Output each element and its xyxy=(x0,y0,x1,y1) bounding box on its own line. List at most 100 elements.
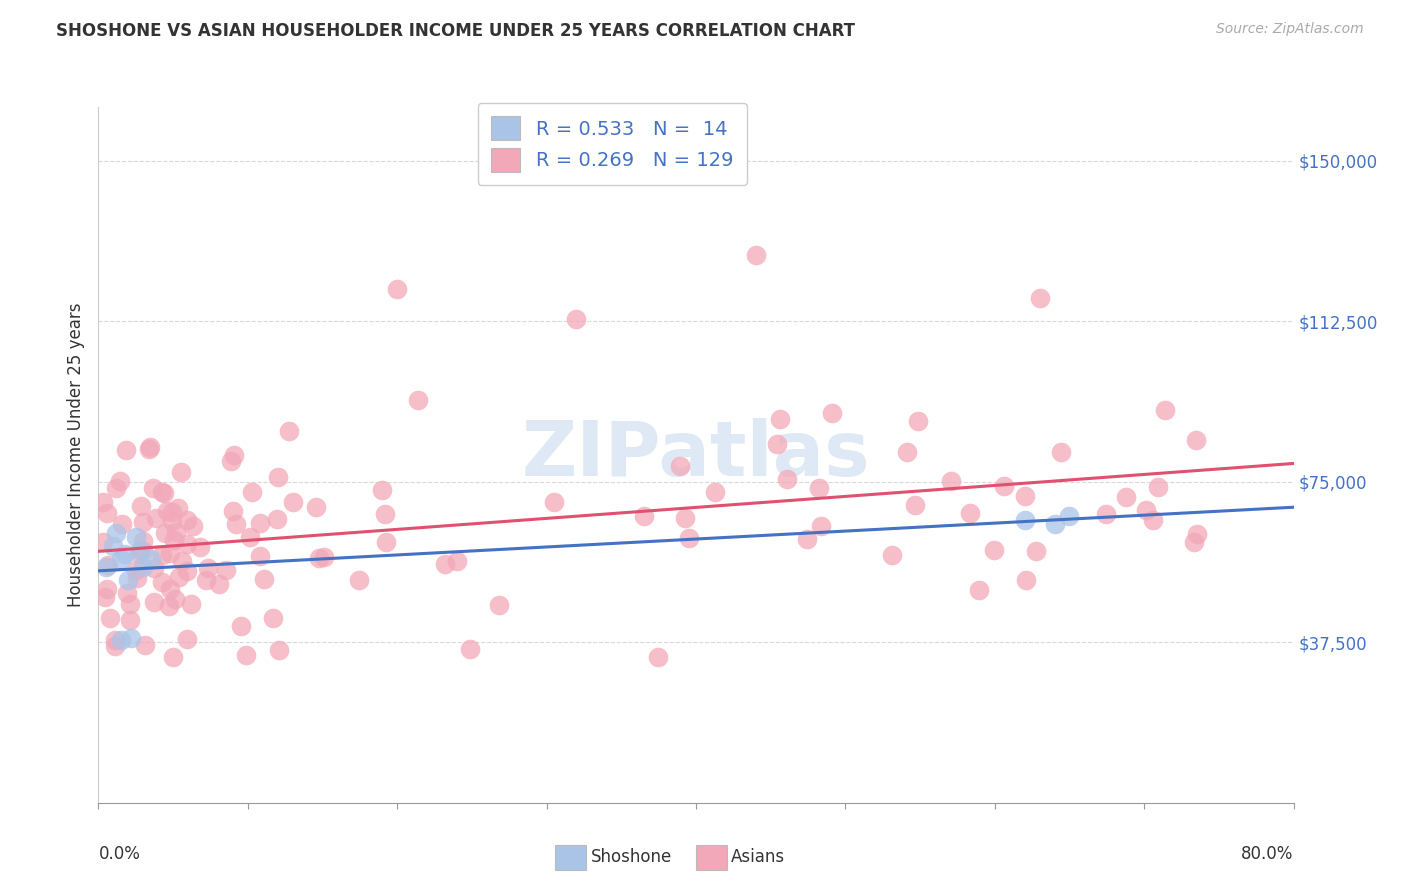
Point xyxy=(308,550,330,565)
Point xyxy=(170,554,193,568)
Point xyxy=(163,533,186,548)
Point xyxy=(167,500,190,515)
Point xyxy=(103,539,125,553)
Point xyxy=(1184,534,1206,549)
Point xyxy=(235,648,257,663)
Point xyxy=(768,412,790,426)
Point xyxy=(239,530,262,544)
Point xyxy=(118,598,141,612)
Y-axis label: Householder Income Under 25 years: Householder Income Under 25 years xyxy=(66,302,84,607)
Point xyxy=(150,548,173,562)
Point xyxy=(97,558,120,573)
Point xyxy=(152,574,174,589)
Point xyxy=(1014,513,1036,527)
Text: Asians: Asians xyxy=(731,848,785,866)
Point xyxy=(907,414,929,428)
Point xyxy=(267,470,290,484)
Point xyxy=(821,406,844,420)
Point xyxy=(152,484,174,499)
Point xyxy=(125,530,148,544)
Text: SHOSHONE VS ASIAN HOUSEHOLDER INCOME UNDER 25 YEARS CORRELATION CHART: SHOSHONE VS ASIAN HOUSEHOLDER INCOME UND… xyxy=(56,22,855,40)
Point xyxy=(939,475,962,489)
Point xyxy=(104,639,127,653)
Point xyxy=(120,613,142,627)
Point xyxy=(176,513,198,527)
Point xyxy=(114,548,136,562)
Point xyxy=(1135,503,1157,517)
Point xyxy=(91,534,114,549)
Point xyxy=(1185,433,1208,447)
Point xyxy=(143,561,166,575)
Point xyxy=(153,485,176,500)
Point xyxy=(249,516,271,530)
Point xyxy=(105,481,128,495)
Point xyxy=(125,571,148,585)
Point xyxy=(703,484,725,499)
Point xyxy=(1014,489,1036,503)
Point xyxy=(117,573,139,587)
Point xyxy=(138,442,160,456)
Point xyxy=(1185,526,1208,541)
Point xyxy=(807,481,830,495)
Point xyxy=(1050,445,1073,459)
Point xyxy=(142,595,165,609)
Point xyxy=(94,560,117,574)
Point xyxy=(277,425,299,439)
Point xyxy=(673,510,696,524)
Point xyxy=(162,650,184,665)
Text: 80.0%: 80.0% xyxy=(1241,845,1294,863)
Point xyxy=(104,632,127,647)
Point xyxy=(129,543,152,558)
Text: 0.0%: 0.0% xyxy=(98,845,141,863)
Point xyxy=(197,561,219,575)
Point xyxy=(129,500,152,514)
Point xyxy=(176,564,198,578)
Point xyxy=(134,638,156,652)
Point xyxy=(488,598,510,612)
Legend: R = 0.533   N =  14, R = 0.269   N = 129: R = 0.533 N = 14, R = 0.269 N = 129 xyxy=(478,103,747,186)
Point xyxy=(98,611,121,625)
Point xyxy=(434,558,457,572)
Point xyxy=(446,554,468,568)
Point xyxy=(543,495,565,509)
Point xyxy=(128,546,150,560)
Point xyxy=(249,549,271,564)
Point xyxy=(408,392,430,407)
Point xyxy=(115,586,138,600)
Point xyxy=(1094,508,1116,522)
Point xyxy=(96,507,118,521)
Point xyxy=(180,597,202,611)
Point xyxy=(269,643,291,657)
Point xyxy=(145,511,167,525)
Point xyxy=(159,546,181,560)
Point xyxy=(896,445,918,459)
Text: Shoshone: Shoshone xyxy=(591,848,672,866)
Point xyxy=(94,590,117,604)
Point xyxy=(776,472,799,486)
Point xyxy=(1043,517,1066,532)
Point xyxy=(188,540,211,554)
Point xyxy=(176,632,198,646)
Point xyxy=(993,479,1015,493)
Point xyxy=(374,507,396,521)
Point xyxy=(1015,574,1038,588)
Point xyxy=(959,506,981,520)
Point xyxy=(163,592,186,607)
Point xyxy=(165,524,187,539)
Point xyxy=(983,542,1005,557)
Point xyxy=(765,437,787,451)
Point xyxy=(120,631,142,645)
Point xyxy=(111,516,134,531)
Point xyxy=(745,248,768,262)
Point xyxy=(458,641,481,656)
Point xyxy=(167,570,190,584)
Point xyxy=(796,533,818,547)
Point xyxy=(1154,402,1177,417)
Point xyxy=(110,633,132,648)
Text: ZIPatlas: ZIPatlas xyxy=(522,418,870,491)
Point xyxy=(1025,544,1047,558)
Point xyxy=(370,483,392,498)
Point xyxy=(160,505,183,519)
Point xyxy=(565,312,588,326)
Point xyxy=(176,537,198,551)
